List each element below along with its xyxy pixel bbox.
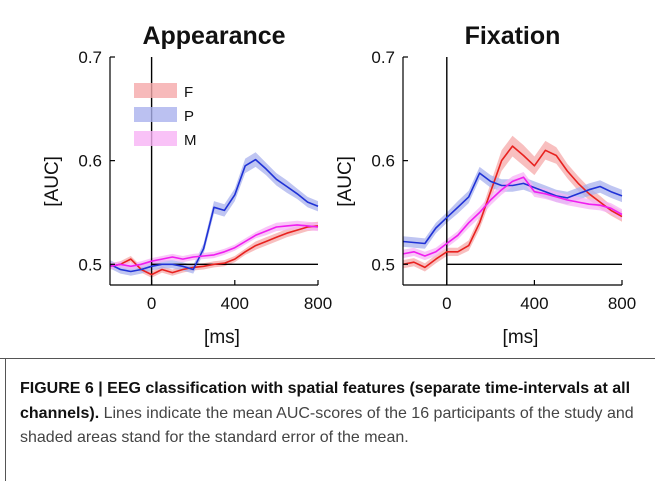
- y-tick-label: 0.5: [78, 255, 102, 274]
- series-line-M: [402, 176, 623, 257]
- series-band-M: [110, 220, 318, 270]
- x-tick-label: 800: [304, 294, 332, 313]
- legend-swatch-M: [134, 131, 177, 146]
- series-line-F: [109, 225, 319, 276]
- legend-label: F: [184, 84, 193, 101]
- y-axis-label: [AUC]: [42, 156, 63, 207]
- y-tick-label: 0.6: [371, 152, 395, 171]
- legend-swatch-F: [134, 83, 177, 98]
- y-tick-label: 0.7: [78, 48, 102, 67]
- legend-label: M: [184, 132, 197, 149]
- legend-label: P: [184, 108, 194, 125]
- x-axis-label: [ms]: [204, 327, 240, 348]
- caption-body: Lines indicate the mean AUC-scores of th…: [20, 404, 634, 447]
- chart-title: Fixation: [465, 22, 561, 50]
- caption-title: FIGURE 6 | EEG classification with spati…: [20, 380, 631, 422]
- y-axis-label: [AUC]: [335, 156, 356, 207]
- chart-panel-fixation: Fixation 0.5 0.6 0.7 0 400 800 [ms] [AUC]: [335, 22, 636, 348]
- x-axis-label: [ms]: [503, 327, 539, 348]
- x-tick-label: 400: [520, 294, 548, 313]
- y-tick-label: 0.5: [371, 255, 395, 274]
- series-line-P: [402, 172, 623, 245]
- x-tick-label: 0: [147, 294, 156, 313]
- series-line-M: [109, 224, 319, 268]
- figure: Appearance 0.5 0.6 0.7 0 400 800 [ms] [AUC] F P M Fi…: [42, 22, 636, 348]
- y-tick-label: 0.7: [371, 48, 395, 67]
- figure-charts: Appearance 0.5 0.6 0.7 0 400 800 [ms] [AUC] FPM Fi…: [42, 22, 636, 348]
- caption-left-rule: [5, 359, 6, 481]
- x-tick-label: 400: [221, 294, 249, 313]
- chart-title: Appearance: [142, 22, 285, 50]
- legend-swatch-P: [134, 107, 177, 122]
- caption-top-rule: [0, 358, 655, 359]
- series-line-P: [109, 158, 319, 273]
- figure-caption: FIGURE 6 | EEG classification with spati…: [20, 377, 648, 451]
- y-tick-label: 0.6: [78, 152, 102, 171]
- series-band-M: [403, 172, 622, 261]
- x-tick-label: 0: [442, 294, 451, 313]
- chart-panel-appearance: Appearance 0.5 0.6 0.7 0 400 800 [ms] [AUC] FPM: [42, 22, 332, 348]
- x-tick-label: 800: [608, 294, 636, 313]
